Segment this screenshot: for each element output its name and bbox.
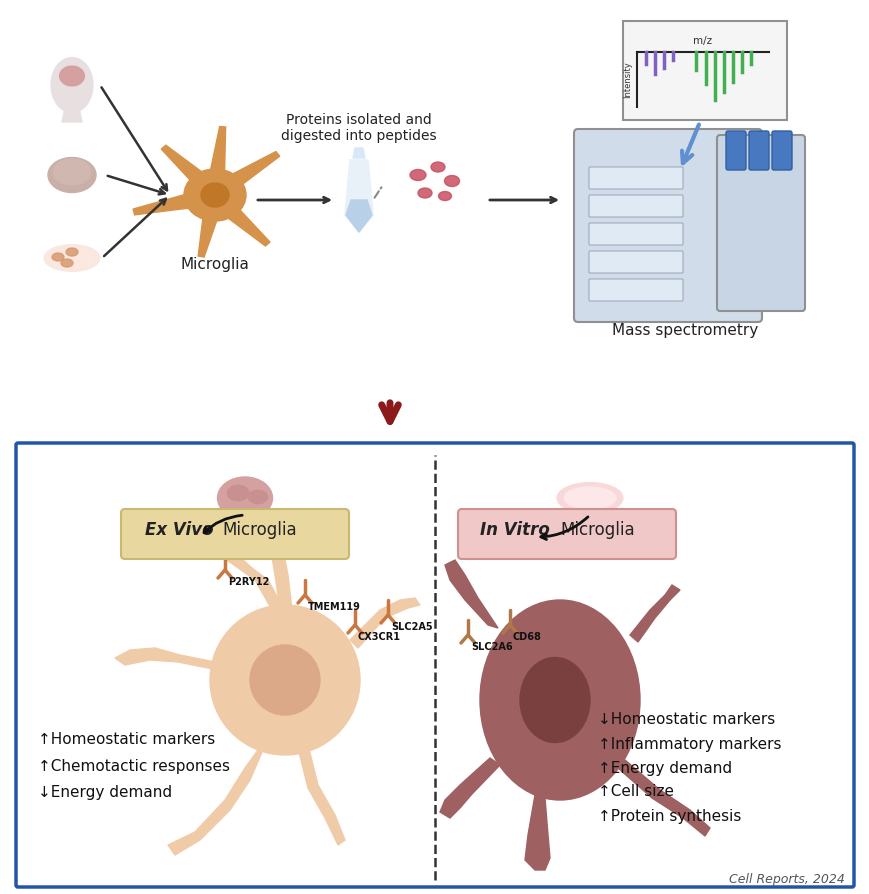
FancyBboxPatch shape bbox=[574, 129, 761, 322]
Text: Microglia: Microglia bbox=[560, 521, 634, 539]
Ellipse shape bbox=[66, 248, 78, 256]
Ellipse shape bbox=[248, 490, 268, 504]
Ellipse shape bbox=[52, 253, 64, 261]
FancyBboxPatch shape bbox=[121, 509, 348, 559]
Polygon shape bbox=[524, 795, 549, 870]
Text: SLC2A5: SLC2A5 bbox=[390, 622, 432, 632]
Ellipse shape bbox=[417, 188, 432, 198]
Circle shape bbox=[249, 645, 320, 715]
Polygon shape bbox=[346, 200, 372, 232]
FancyBboxPatch shape bbox=[588, 251, 682, 273]
Polygon shape bbox=[229, 210, 269, 246]
Polygon shape bbox=[133, 195, 188, 215]
Polygon shape bbox=[210, 126, 225, 171]
Text: TMEM119: TMEM119 bbox=[308, 602, 361, 612]
FancyBboxPatch shape bbox=[588, 167, 682, 189]
Text: ↑Homeostatic markers: ↑Homeostatic markers bbox=[38, 732, 215, 747]
Text: Microglia: Microglia bbox=[222, 521, 296, 539]
Text: Proteins isolated and
digested into peptides: Proteins isolated and digested into pept… bbox=[281, 113, 436, 143]
Text: m/z: m/z bbox=[693, 36, 712, 46]
Polygon shape bbox=[345, 160, 373, 232]
Ellipse shape bbox=[50, 249, 94, 267]
Polygon shape bbox=[629, 585, 680, 642]
Ellipse shape bbox=[563, 487, 615, 509]
Text: Mass spectrometry: Mass spectrometry bbox=[611, 323, 757, 338]
Text: ↓Energy demand: ↓Energy demand bbox=[38, 785, 172, 799]
FancyBboxPatch shape bbox=[457, 509, 675, 559]
Ellipse shape bbox=[217, 477, 272, 519]
FancyBboxPatch shape bbox=[771, 131, 791, 170]
Ellipse shape bbox=[53, 159, 91, 185]
Text: ↑Cell size: ↑Cell size bbox=[597, 785, 673, 799]
Ellipse shape bbox=[48, 157, 96, 192]
Ellipse shape bbox=[227, 485, 249, 501]
Text: ↓Homeostatic markers: ↓Homeostatic markers bbox=[597, 713, 774, 728]
Polygon shape bbox=[168, 745, 265, 855]
Polygon shape bbox=[617, 760, 709, 836]
Polygon shape bbox=[265, 520, 292, 610]
Polygon shape bbox=[298, 745, 345, 845]
Ellipse shape bbox=[444, 175, 459, 187]
Ellipse shape bbox=[51, 57, 93, 113]
Polygon shape bbox=[353, 148, 365, 158]
Text: CX3CR1: CX3CR1 bbox=[357, 632, 401, 642]
Ellipse shape bbox=[520, 657, 589, 743]
Ellipse shape bbox=[44, 245, 99, 271]
FancyBboxPatch shape bbox=[716, 135, 804, 311]
Polygon shape bbox=[115, 648, 229, 672]
Text: ↑Protein synthesis: ↑Protein synthesis bbox=[597, 808, 740, 823]
Text: ↑Inflammatory markers: ↑Inflammatory markers bbox=[597, 737, 780, 752]
Ellipse shape bbox=[59, 66, 84, 86]
Polygon shape bbox=[444, 560, 497, 628]
Ellipse shape bbox=[183, 169, 246, 221]
FancyBboxPatch shape bbox=[622, 21, 786, 120]
Polygon shape bbox=[161, 145, 201, 181]
Ellipse shape bbox=[61, 259, 73, 267]
Ellipse shape bbox=[409, 170, 426, 181]
Text: SLC2A6: SLC2A6 bbox=[470, 642, 512, 652]
FancyBboxPatch shape bbox=[748, 131, 768, 170]
Text: ↑Energy demand: ↑Energy demand bbox=[597, 761, 732, 775]
Polygon shape bbox=[198, 218, 216, 257]
Text: CD68: CD68 bbox=[513, 632, 541, 642]
Polygon shape bbox=[62, 108, 82, 122]
Text: Ex Vivo: Ex Vivo bbox=[145, 521, 213, 539]
FancyBboxPatch shape bbox=[588, 195, 682, 217]
Polygon shape bbox=[233, 152, 280, 184]
Ellipse shape bbox=[438, 191, 451, 200]
Ellipse shape bbox=[430, 162, 444, 172]
FancyBboxPatch shape bbox=[725, 131, 745, 170]
Circle shape bbox=[209, 605, 360, 755]
Text: Cell Reports, 2024: Cell Reports, 2024 bbox=[728, 873, 844, 887]
Text: ↑Chemotactic responses: ↑Chemotactic responses bbox=[38, 758, 229, 773]
FancyBboxPatch shape bbox=[588, 223, 682, 245]
Polygon shape bbox=[185, 512, 289, 620]
Polygon shape bbox=[440, 758, 500, 818]
Ellipse shape bbox=[557, 483, 622, 513]
Polygon shape bbox=[238, 520, 252, 530]
FancyBboxPatch shape bbox=[588, 279, 682, 301]
Polygon shape bbox=[349, 598, 420, 648]
Ellipse shape bbox=[201, 183, 229, 207]
Text: Intensity: Intensity bbox=[623, 62, 632, 98]
Text: Microglia: Microglia bbox=[181, 257, 249, 273]
Text: P2RY12: P2RY12 bbox=[228, 577, 269, 587]
FancyBboxPatch shape bbox=[16, 443, 853, 887]
Text: In Vitro: In Vitro bbox=[480, 521, 549, 539]
Ellipse shape bbox=[480, 600, 640, 800]
